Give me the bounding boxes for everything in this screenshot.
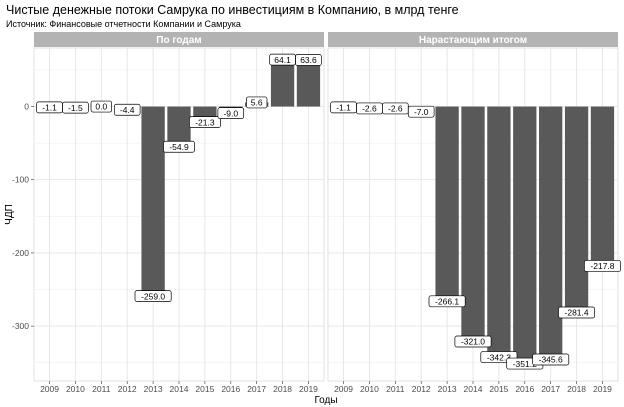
x-tick-label: 2010 — [66, 384, 85, 394]
data-label-box — [558, 306, 596, 319]
y-tick-label: -200 — [12, 248, 29, 258]
y-tick-label: -300 — [12, 321, 29, 331]
bar-2016 — [513, 106, 537, 364]
x-tick-label: 2016 — [221, 384, 240, 394]
data-label: 64.1 — [274, 55, 291, 65]
data-label: -1.5 — [68, 103, 83, 113]
data-label: -7.0 — [414, 107, 429, 117]
bar-2013 — [141, 106, 165, 297]
x-tick-label: 2018 — [273, 384, 292, 394]
data-label: 63.6 — [300, 55, 317, 65]
data-label: -1.1 — [42, 103, 57, 113]
x-tick-label: 2015 — [489, 384, 508, 394]
x-tick-label: 2009 — [334, 384, 353, 394]
data-label: -2.6 — [388, 104, 403, 114]
bar-2014 — [461, 106, 485, 342]
data-label: -345.6 — [539, 355, 563, 365]
data-label-box — [295, 54, 322, 66]
data-label: 0.0 — [95, 102, 107, 112]
data-label: -1.1 — [336, 103, 351, 113]
x-tick-label: 2012 — [412, 384, 431, 394]
data-label: -2.6 — [362, 104, 377, 114]
facet-strip-label: По годам — [156, 35, 201, 46]
x-axis-title: Годы — [314, 395, 337, 406]
x-tick-label: 2011 — [92, 384, 111, 394]
data-label-box — [407, 105, 435, 118]
data-label-box — [532, 353, 570, 366]
data-label-box — [454, 335, 492, 348]
data-label-box — [163, 140, 195, 153]
facet-strip-label: Нарастающим итогом — [419, 35, 527, 46]
y-tick-label: -100 — [12, 175, 29, 185]
data-label: -54.9 — [169, 142, 189, 152]
data-label-box — [62, 101, 89, 114]
data-label: -21.3 — [195, 117, 215, 127]
x-tick-label: 2017 — [541, 384, 560, 394]
bar-2019 — [590, 106, 615, 266]
bar-2018 — [270, 59, 295, 107]
x-tick-label: 2011 — [386, 384, 405, 394]
facet-strip — [34, 32, 324, 47]
data-label-box — [189, 116, 221, 128]
data-label: -281.4 — [565, 308, 589, 318]
x-tick-label: 2017 — [247, 384, 266, 394]
bar-2015 — [487, 106, 511, 358]
bar-2019 — [296, 60, 321, 107]
x-tick-label: 2013 — [438, 384, 457, 394]
x-tick-label: 2012 — [118, 384, 137, 394]
data-label: -259.0 — [141, 291, 165, 301]
data-label-box — [428, 295, 466, 308]
x-tick-label: 2015 — [195, 384, 214, 394]
data-label-box — [113, 103, 141, 116]
data-label: 5.6 — [251, 98, 263, 108]
y-tick-label: 0 — [24, 102, 29, 112]
data-label: -342.3 — [487, 352, 511, 362]
bar-2013 — [435, 106, 459, 302]
x-tick-label: 2010 — [360, 384, 379, 394]
data-label: -266.1 — [435, 296, 459, 306]
x-tick-label: 2019 — [299, 384, 318, 394]
data-label-box — [584, 260, 621, 272]
bar-2018 — [564, 106, 589, 313]
chart-subtitle: Источник: Финансовые отчетности Компании… — [6, 19, 241, 29]
data-label: -321.0 — [461, 337, 485, 347]
x-tick-label: 2014 — [464, 384, 483, 394]
data-label: -217.8 — [590, 261, 614, 271]
facet-strip — [328, 32, 618, 47]
x-tick-label: 2016 — [515, 384, 534, 394]
x-tick-label: 2009 — [40, 384, 59, 394]
data-label-box — [134, 290, 172, 302]
data-label-box — [217, 107, 245, 119]
x-tick-label: 2019 — [593, 384, 612, 394]
data-label-box — [90, 100, 112, 113]
x-tick-label: 2014 — [170, 384, 189, 394]
data-label-box — [246, 96, 268, 109]
data-label: -4.4 — [120, 105, 135, 115]
data-label: -9.0 — [223, 108, 238, 118]
x-tick-label: 2013 — [144, 384, 163, 394]
chart-title: Чистые денежные потоки Самрука по инвест… — [6, 3, 459, 17]
y-axis-title: ЧДП — [4, 204, 15, 225]
bar-2014 — [167, 106, 191, 147]
data-label: -351.2 — [513, 359, 537, 369]
x-tick-label: 2018 — [567, 384, 586, 394]
bar-2017 — [539, 106, 563, 360]
